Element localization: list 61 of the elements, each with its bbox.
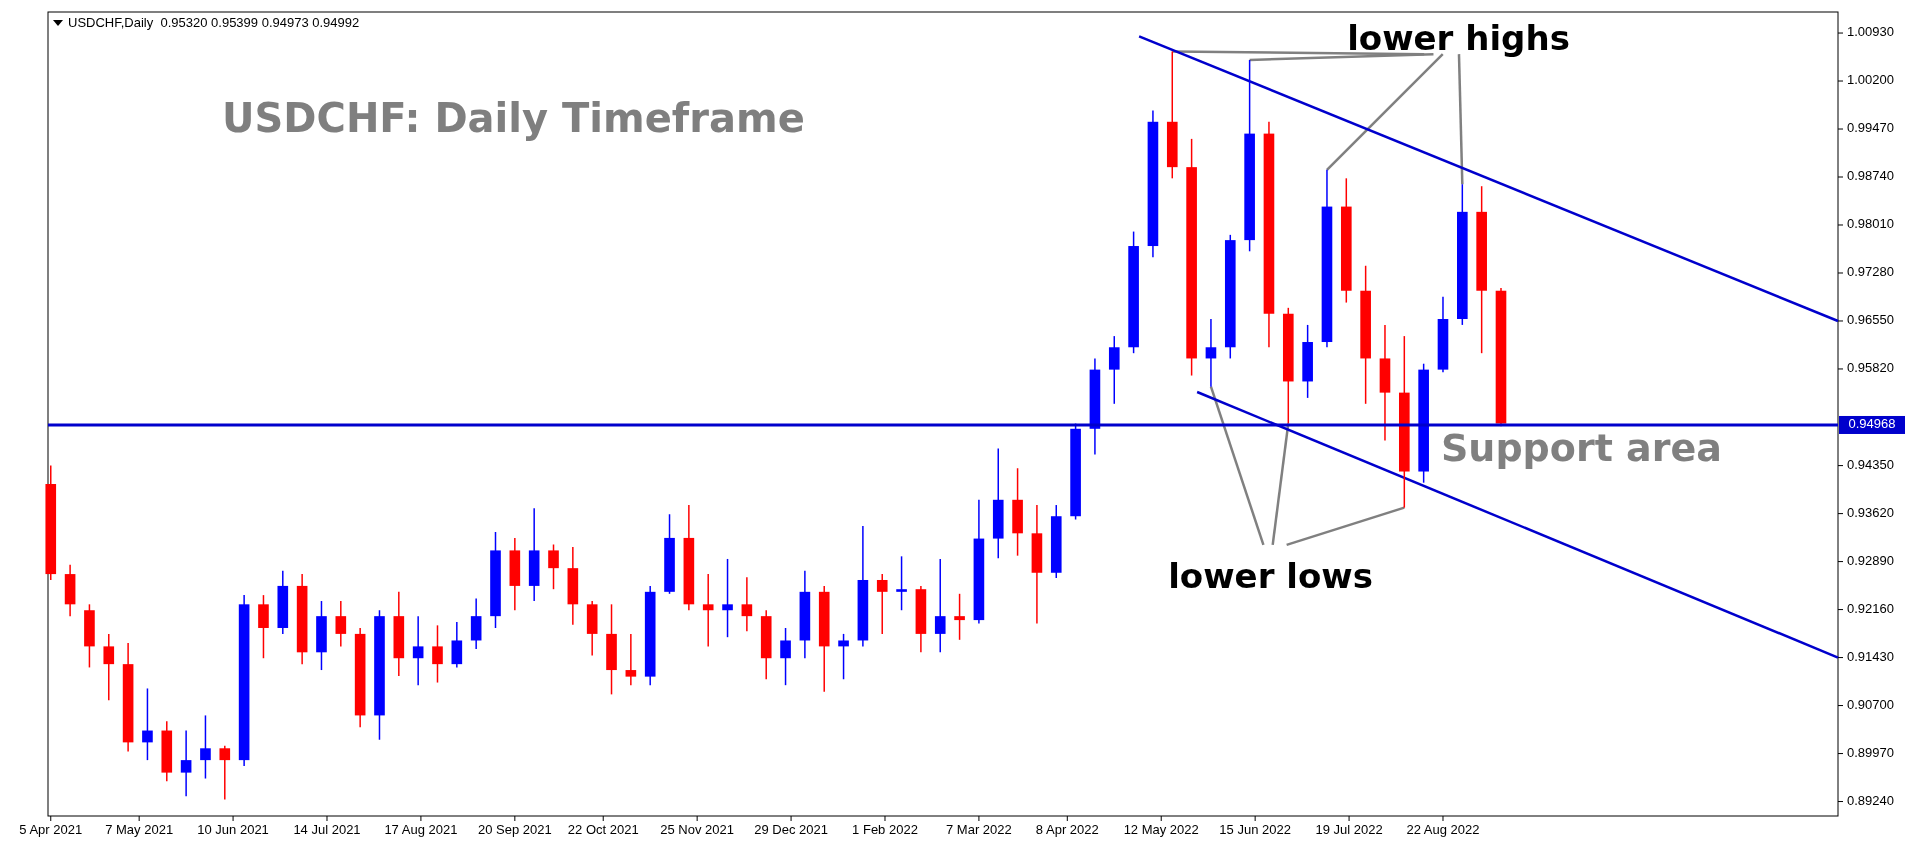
y-tick-label: 0.93620 — [1847, 505, 1894, 521]
candlestick — [219, 744, 231, 801]
x-tick-label: 1 Feb 2022 — [852, 822, 918, 837]
x-tick-label: 5 Apr 2021 — [19, 822, 83, 837]
candlestick — [741, 576, 753, 633]
candlestick — [625, 633, 637, 686]
y-tick-label: 0.89240 — [1847, 792, 1894, 808]
candlestick — [702, 573, 714, 648]
y-tick-label: 0.92890 — [1847, 553, 1894, 569]
y-tick-label: 0.92160 — [1847, 601, 1894, 617]
candlestick — [876, 573, 888, 635]
chart-title: USDCHF,Daily 0.95320 0.95399 0.94973 0.94992 — [68, 15, 360, 30]
candlestick — [934, 558, 946, 654]
candlestick — [896, 555, 907, 611]
x-tick-label: 15 Jun 2022 — [1219, 822, 1291, 837]
x-tick-label: 25 Nov 2021 — [660, 822, 735, 837]
y-tick-label: 0.94350 — [1847, 457, 1894, 473]
candlestick — [200, 714, 211, 780]
x-tick-label: 10 Jun 2021 — [197, 822, 269, 837]
y-tick-label: 1.00930 — [1847, 24, 1894, 40]
y-tick-label: 0.90700 — [1847, 696, 1894, 712]
x-tick-label: 8 Apr 2022 — [1035, 822, 1099, 837]
y-tick-label: 0.91430 — [1847, 649, 1894, 664]
y-tick-label: 0.89970 — [1847, 744, 1894, 760]
candlestick — [780, 627, 791, 686]
candlestick — [1108, 335, 1120, 405]
candlestick — [432, 624, 443, 684]
candlestick — [412, 615, 424, 686]
candlestick — [548, 543, 559, 590]
y-tick-label: 0.95820 — [1847, 360, 1894, 376]
x-tick-label: 17 Aug 2021 — [384, 822, 458, 837]
ref-line-label: 0.94968 — [1848, 416, 1896, 432]
candlestick — [258, 594, 269, 659]
y-tick-label: 0.97280 — [1847, 264, 1894, 280]
text: USDCHF: Daily Timeframe — [222, 95, 805, 141]
x-tick-label: 12 May 2022 — [1123, 822, 1199, 837]
candlestick — [103, 633, 115, 702]
y-tick-label: 0.96550 — [1847, 312, 1894, 328]
candlestick — [1205, 318, 1217, 388]
x-tick-label: 7 Mar 2022 — [946, 822, 1012, 837]
y-tick-label: 0.98740 — [1847, 168, 1894, 184]
y-tick-label: 0.99470 — [1847, 120, 1894, 136]
candlestick — [954, 593, 965, 641]
x-tick-label: 20 Sep 2021 — [477, 822, 552, 837]
x-tick-label: 7 May 2021 — [105, 822, 174, 837]
candlestick — [722, 558, 733, 638]
x-tick-label: 19 Jul 2022 — [1315, 822, 1383, 837]
x-tick-label: 22 Oct 2021 — [567, 822, 639, 837]
x-tick-label: 29 Dec 2021 — [754, 822, 828, 837]
candlestick — [335, 600, 347, 648]
candlestick — [142, 687, 153, 761]
candlestick — [451, 621, 463, 669]
candlestick — [838, 633, 849, 681]
annotation: lower highs — [1347, 17, 1570, 58]
x-tick-label: 22 Aug 2022 — [1406, 822, 1480, 837]
annotation: lower lows — [1168, 556, 1373, 597]
annotation: Support area — [1440, 425, 1722, 470]
candlestick — [180, 729, 192, 798]
x-tick-label: 14 Jul 2021 — [293, 822, 361, 837]
y-tick-label: 1.00200 — [1847, 72, 1894, 88]
y-tick-label: 0.98010 — [1847, 216, 1894, 232]
